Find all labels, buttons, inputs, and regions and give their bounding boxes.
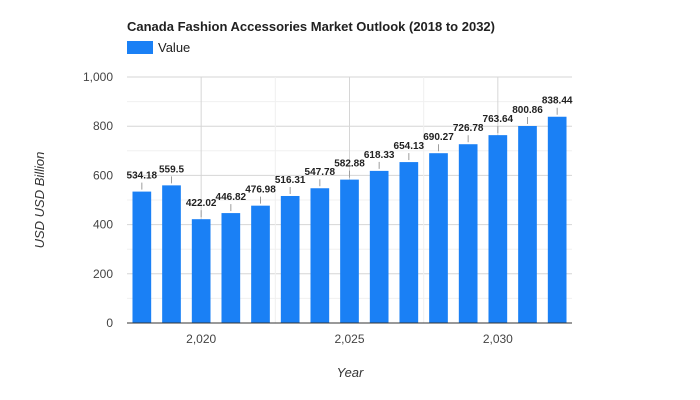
bar[interactable] bbox=[340, 179, 359, 323]
bar[interactable] bbox=[280, 195, 300, 323]
data-label: 800.86 bbox=[512, 105, 543, 116]
bar[interactable] bbox=[221, 213, 241, 323]
y-tick-label: 800 bbox=[93, 119, 113, 133]
bar[interactable] bbox=[547, 116, 567, 323]
bar[interactable] bbox=[132, 191, 152, 323]
x-axis-ticks: 2,020 2,025 2,030 bbox=[186, 332, 513, 346]
bar[interactable] bbox=[251, 205, 270, 323]
y-tick-label: 0 bbox=[106, 316, 113, 330]
x-tick-label: 2,030 bbox=[483, 332, 513, 346]
bars bbox=[132, 116, 567, 324]
data-label: 654.13 bbox=[394, 141, 425, 152]
legend-swatch bbox=[127, 41, 153, 54]
y-tick-label: 400 bbox=[93, 218, 113, 232]
bar[interactable] bbox=[399, 162, 419, 323]
y-tick-label: 600 bbox=[93, 168, 113, 182]
bar[interactable] bbox=[310, 188, 330, 323]
bar[interactable] bbox=[191, 219, 211, 323]
data-label: 763.64 bbox=[483, 114, 514, 125]
data-label: 547.78 bbox=[305, 167, 336, 178]
x-tick-label: 2,025 bbox=[334, 332, 364, 346]
x-tick-label: 2,020 bbox=[186, 332, 216, 346]
x-axis-label: Year bbox=[337, 365, 364, 380]
data-label: 446.82 bbox=[216, 192, 247, 203]
y-axis-ticks: 0 200 400 600 800 1,000 bbox=[83, 70, 113, 330]
data-label: 534.18 bbox=[127, 171, 158, 182]
data-label: 726.78 bbox=[453, 123, 484, 134]
data-label: 476.98 bbox=[245, 185, 276, 196]
data-label: 422.02 bbox=[186, 198, 217, 209]
bar[interactable] bbox=[162, 185, 181, 323]
legend-label: Value bbox=[158, 40, 190, 55]
y-axis-label: USD USD Billion bbox=[32, 152, 47, 249]
data-label: 516.31 bbox=[275, 175, 306, 186]
bar[interactable] bbox=[518, 125, 537, 324]
data-label: 559.5 bbox=[159, 164, 184, 175]
data-label: 838.44 bbox=[542, 96, 573, 107]
y-tick-label: 1,000 bbox=[83, 70, 113, 84]
data-label: 582.88 bbox=[334, 159, 365, 170]
chart-title: Canada Fashion Accessories Market Outloo… bbox=[127, 19, 495, 34]
bar[interactable] bbox=[488, 135, 508, 323]
data-label: 690.27 bbox=[423, 132, 454, 143]
legend[interactable]: Value bbox=[127, 40, 190, 55]
data-label: 618.33 bbox=[364, 150, 395, 161]
bar[interactable] bbox=[369, 170, 389, 323]
bar[interactable] bbox=[458, 144, 478, 323]
bar[interactable] bbox=[429, 153, 448, 323]
y-tick-label: 200 bbox=[93, 267, 113, 281]
